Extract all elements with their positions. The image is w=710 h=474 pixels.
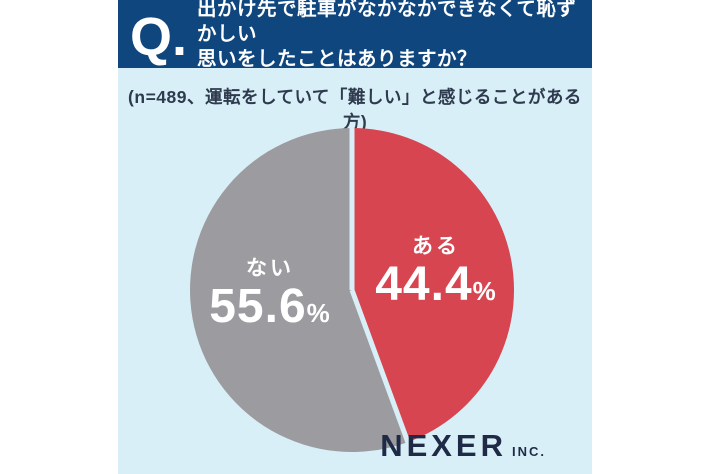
- question-line-1: 出かけ先で駐車がなかなかできなくて恥ずかしい: [197, 0, 577, 45]
- survey-panel: Q. 出かけ先で駐車がなかなかできなくて恥ずかしい 思いをしたことはありますか？…: [118, 0, 592, 474]
- question-line-2: 思いをしたことはありますか？: [197, 47, 478, 70]
- pie-chart-svg: [189, 125, 514, 453]
- pie-slice-ある: [352, 128, 514, 443]
- pie-slice-ない: [189, 128, 408, 453]
- question-text: 出かけ先で駐車がなかなかできなくて恥ずかしい 思いをしたことはありますか？: [197, 0, 592, 72]
- sample-note: (n=489、運転をしていて「難しい」と感じることがある方): [128, 87, 582, 132]
- logo-name: NEXER: [380, 428, 507, 463]
- nexer-logo: NEXER INC.: [380, 428, 546, 464]
- pie-slice-divider: [349, 289, 412, 446]
- q-mark: Q.: [130, 6, 188, 67]
- question-header: Q. 出かけ先で駐車がなかなかできなくて恥ずかしい 思いをしたことはありますか？: [118, 0, 592, 70]
- pie-chart: ある 44.4% ない 55.6%: [118, 0, 592, 474]
- logo-suffix: INC.: [512, 444, 546, 459]
